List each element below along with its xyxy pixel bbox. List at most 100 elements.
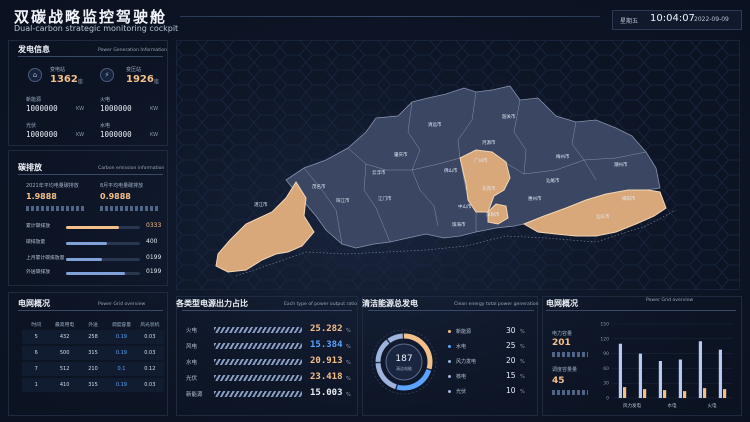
bar: [718, 349, 722, 398]
carbon-row-value: 400: [146, 238, 158, 245]
carbon-row-label: 外送碳排放: [26, 270, 50, 275]
table-row[interactable]: 1 410 315 0.19 0.03: [22, 378, 164, 392]
carbon-row-value: 0199: [146, 254, 162, 261]
bar: [698, 341, 702, 398]
clock-frame: [612, 10, 742, 30]
table-cell: 258: [88, 334, 98, 340]
dispatch-value: 45: [552, 376, 565, 386]
substation-icon: ⚡: [100, 68, 114, 82]
table-row[interactable]: 6 500 315 0.19 0.03: [22, 346, 164, 360]
grid-left-title: 电网概况: [18, 299, 50, 308]
capacity-value: 201: [552, 338, 571, 348]
carbon-row-fill: [66, 258, 102, 261]
map-region-shenzhen[interactable]: [487, 203, 509, 225]
table-row[interactable]: 7 512 210 0.1 0.12: [22, 362, 164, 376]
divider: [18, 310, 163, 311]
map-region-east-coast[interactable]: [522, 189, 667, 237]
legend-pct: 30: [506, 326, 516, 335]
gen-item-value: 1000000: [100, 104, 132, 113]
bar: [703, 388, 707, 398]
city-label: 湛江市: [254, 201, 268, 208]
x-tick-label: 火电: [708, 402, 717, 409]
gen-item-label: 光伏: [26, 123, 37, 129]
legend-pct: 10: [506, 386, 516, 395]
donut-arcs: [375, 333, 433, 391]
legend-label: 核电: [456, 374, 467, 380]
table-row[interactable]: 5 432 258 0.19 0.03: [22, 330, 164, 344]
city-label: 揭阳市: [622, 195, 636, 202]
clean-energy-title: 清洁能源总发电: [362, 299, 418, 308]
y-tick-label: 150: [600, 322, 609, 328]
ratio-row-label: 火电: [186, 328, 198, 334]
capacity-label: 电力容量: [552, 331, 573, 337]
column-header: 风光装机: [140, 322, 160, 328]
city-label: 茂名市: [312, 183, 326, 190]
carbon-left-label: 2021年平均电量碳排放: [26, 183, 79, 189]
x-tick-label: 风力发电: [623, 402, 641, 409]
ratio-row-unit: %: [346, 344, 351, 350]
grid-right-subtitle: Power Grid overview: [646, 298, 694, 303]
legend-unit: %: [520, 389, 525, 395]
column-header: 调度容量: [111, 322, 132, 328]
clean-energy-panel: [362, 296, 538, 416]
city-label: 汕头市: [596, 213, 610, 220]
plant-icon: ⌂: [28, 68, 42, 82]
bar: [678, 359, 682, 398]
map-borders: [303, 91, 647, 245]
city-label: 河源市: [482, 139, 496, 146]
legend-label: 新能源: [456, 329, 472, 335]
y-tick-label: 60: [603, 366, 609, 372]
ratio-row-value: 15.003: [310, 388, 343, 398]
donut-outer-ring: [371, 329, 437, 395]
grid-right-panel: [542, 296, 742, 416]
carbon-title: 碳排放: [18, 163, 42, 172]
carbon-row-fill: [66, 226, 120, 229]
city-label: 清远市: [428, 121, 442, 128]
map-region-west-coast[interactable]: [215, 181, 315, 273]
city-label: 珠海市: [452, 221, 466, 228]
table-cell: 0.12: [144, 366, 156, 372]
table-cell: 432: [59, 334, 70, 340]
table-cell: 6: [34, 350, 38, 356]
header-divider: [180, 16, 600, 17]
legend-pct: 15: [506, 371, 516, 380]
column-header: 最高用电: [55, 322, 75, 328]
table-cell: 0.19: [115, 350, 127, 356]
table-cell: 210: [88, 366, 98, 372]
map-region-guangzhou[interactable]: [459, 149, 511, 213]
gen-item-unit: KW: [150, 106, 159, 112]
carbon-left-dash-bar: [26, 206, 86, 211]
city-label: 云浮市: [372, 169, 386, 176]
carbon-row-fill: [66, 272, 126, 275]
carbon-right-label: 8月平均电量碳排放: [100, 183, 144, 189]
carbon-right-dash-bar: [100, 206, 160, 211]
city-label: 东莞市: [482, 185, 496, 192]
city-label: 广州市: [474, 157, 488, 164]
header: 双碳战略监控驾驶舱 Dual-carbon strategic monitori…: [0, 0, 750, 40]
y-tick-label: 90: [603, 351, 609, 357]
carbon-row-value: 0333: [146, 222, 162, 229]
coastline: [235, 209, 677, 277]
carbon-row-label: 累计碳排放: [26, 224, 50, 229]
dispatch-dash-bar: [552, 390, 588, 395]
ratio-row-unit: %: [346, 376, 351, 382]
power-gen-subtitle: Power Generation Information: [98, 48, 168, 53]
capacity-dash-bar: [552, 352, 588, 357]
carbon-left-value: 1.9888: [26, 192, 57, 201]
ratio-row-bar: [214, 343, 302, 349]
city-label: 江门市: [378, 195, 392, 202]
legend-dot: [448, 345, 451, 348]
gen-item-label: 水电: [100, 123, 111, 129]
donut-label: 清洁电能: [396, 365, 412, 371]
province-map[interactable]: 清远市 韶关市 河源市 梅州市 潮州市 揭阳市 汕头市 汕尾市 惠州市 东莞市 …: [176, 40, 740, 290]
weekday: 星期五: [620, 18, 639, 25]
grid-left-subtitle: Power Grid overview: [98, 302, 146, 307]
ratio-row-bar: [214, 375, 302, 381]
divider: [18, 174, 163, 175]
city-labels: 清远市 韶关市 河源市 梅州市 潮州市 揭阳市 汕头市 汕尾市 惠州市 东莞市 …: [254, 113, 636, 228]
gen-item-unit: KW: [150, 132, 159, 138]
divider: [182, 310, 352, 311]
legend-unit: %: [520, 359, 525, 365]
city-label: 肇庆市: [394, 151, 408, 158]
gen-item-unit: KW: [76, 106, 85, 112]
